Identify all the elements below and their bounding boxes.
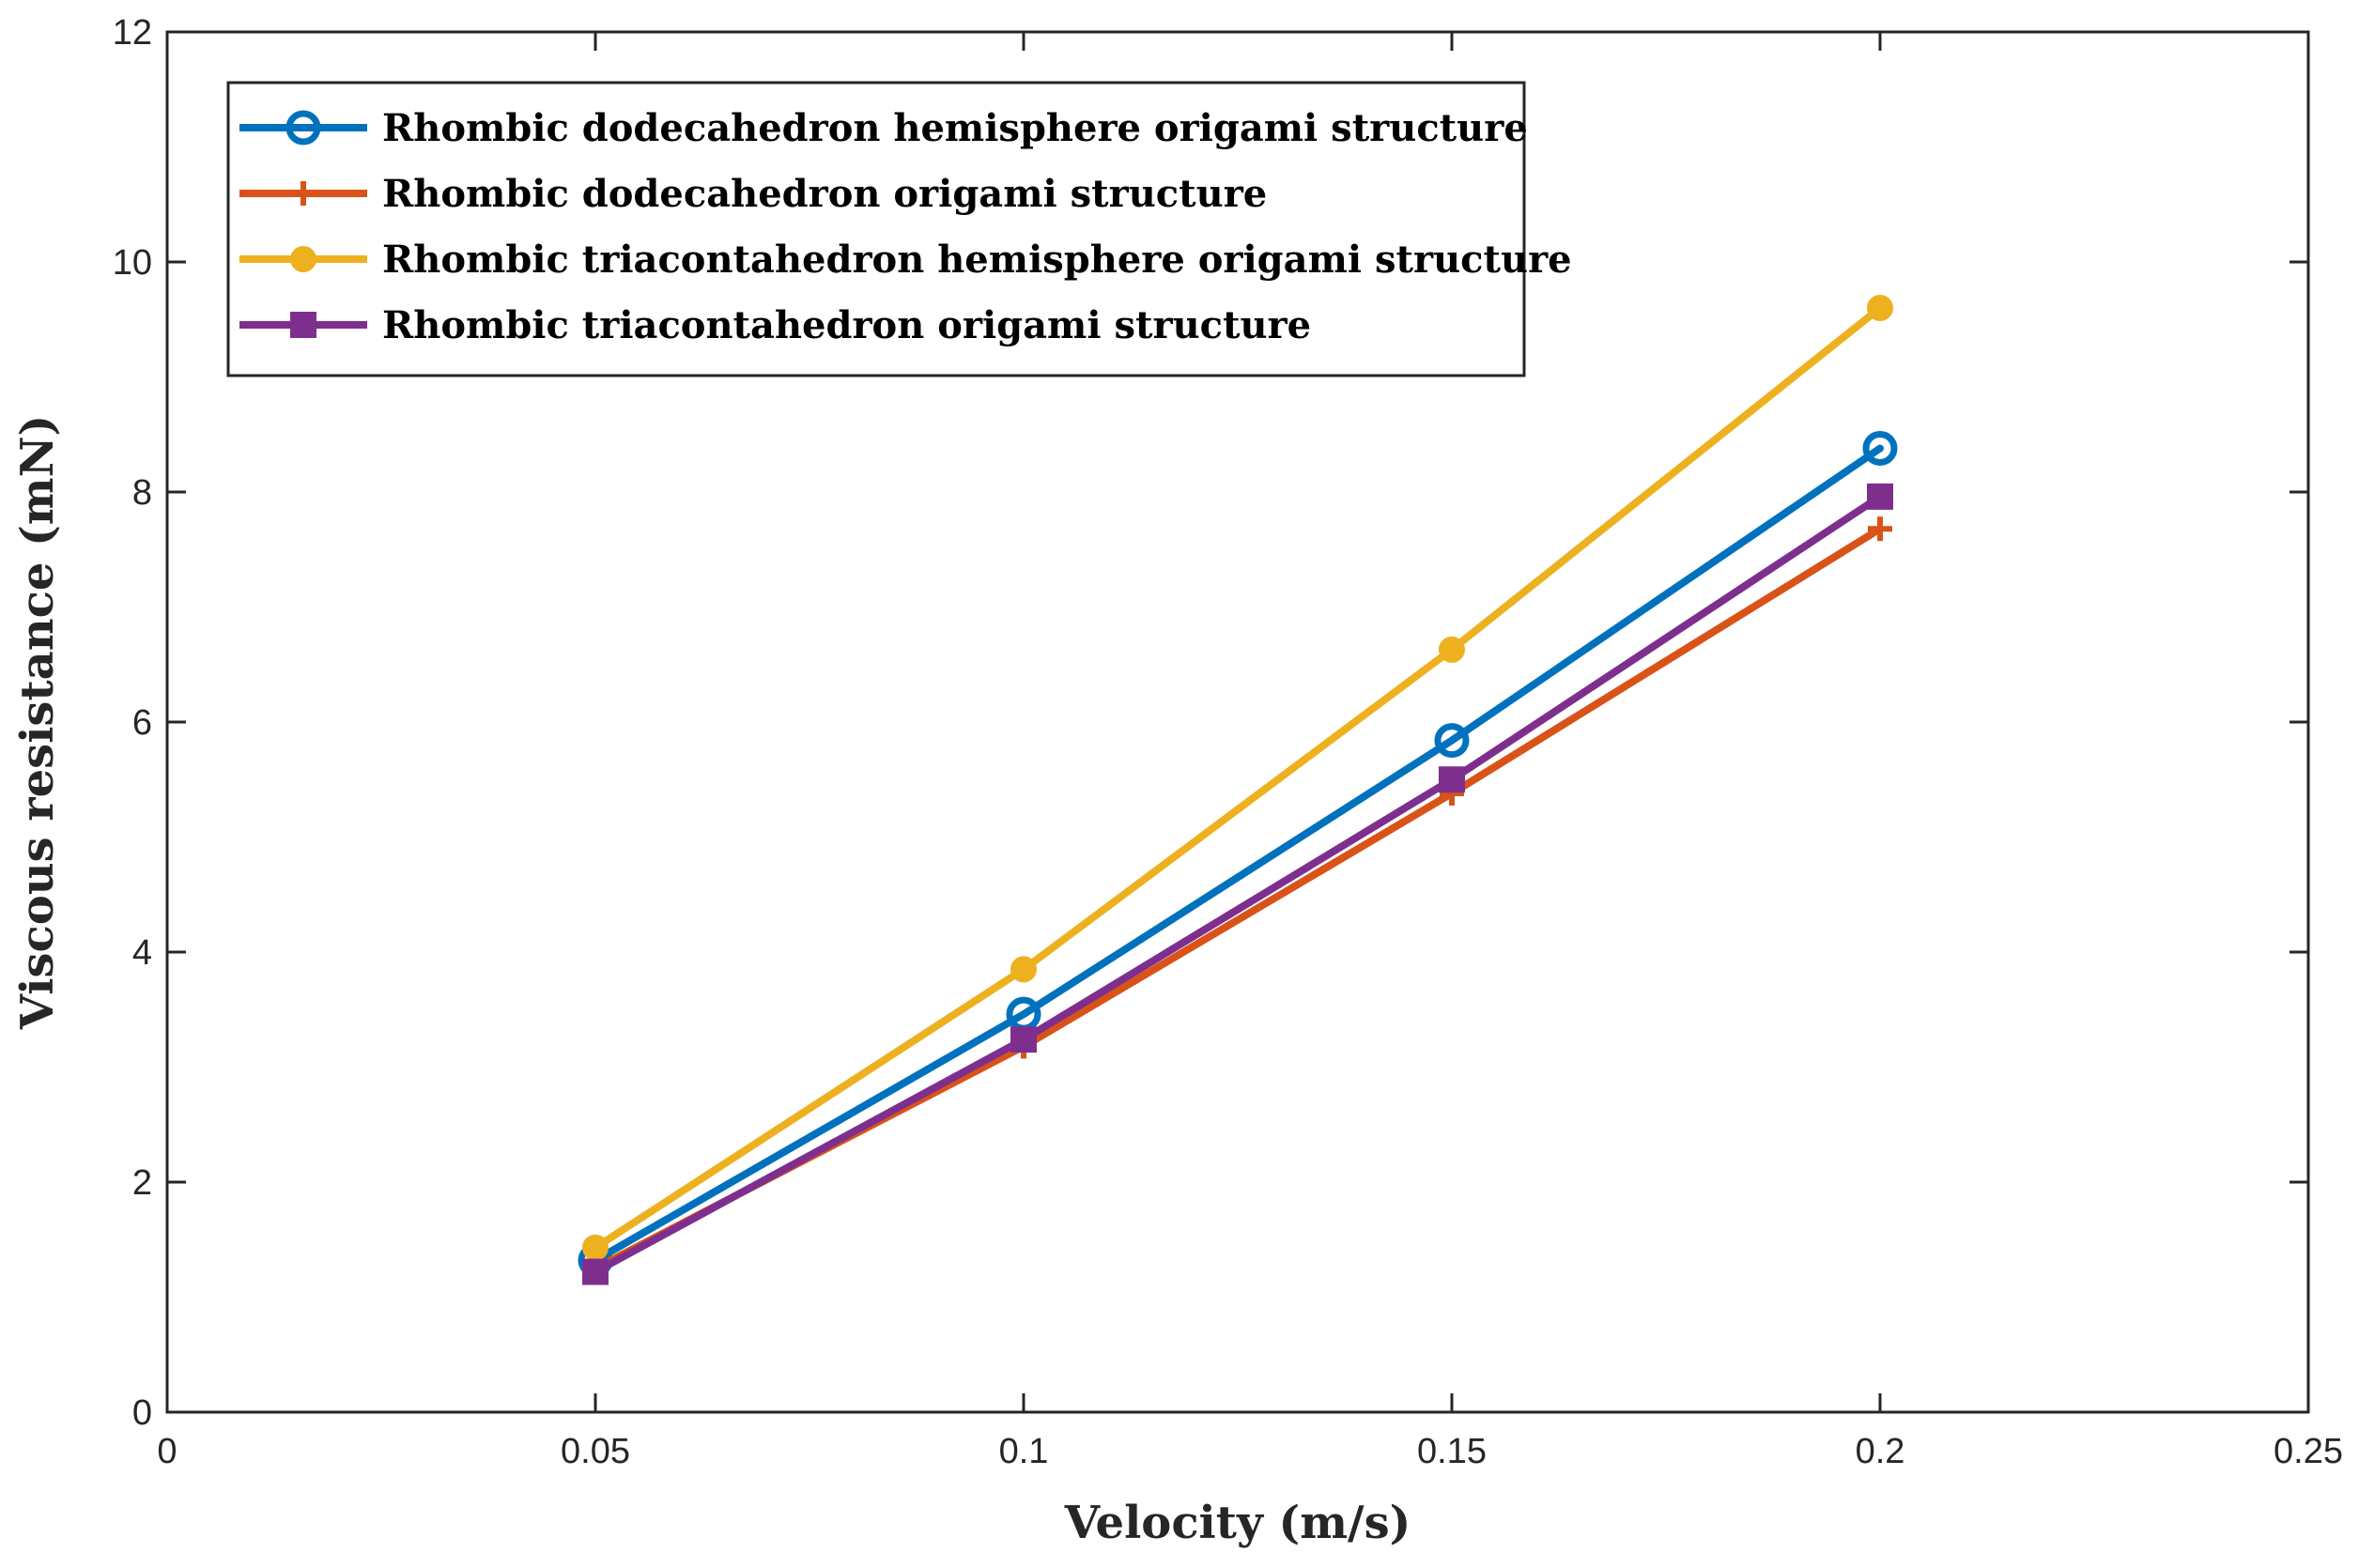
y-tick-label: 8 xyxy=(132,473,152,513)
series-4 xyxy=(582,483,1893,1285)
data-point xyxy=(1862,430,1898,466)
x-tick-label: 0.15 xyxy=(1417,1432,1487,1471)
x-tick-label: 0.1 xyxy=(999,1432,1049,1471)
series-layer xyxy=(578,295,1898,1285)
series-line xyxy=(592,492,1884,1276)
series-line xyxy=(592,444,1884,1265)
legend-label: Rhombic triacontahedron origami structur… xyxy=(382,303,1311,347)
y-tick-label: 6 xyxy=(132,703,152,743)
x-tick-label: 0.25 xyxy=(2274,1432,2343,1471)
y-tick-label: 10 xyxy=(113,243,152,283)
data-point xyxy=(1010,1026,1037,1053)
series-line xyxy=(592,304,1884,1252)
data-point xyxy=(1010,956,1037,983)
y-tick-label: 2 xyxy=(132,1163,152,1203)
y-tick-label: 0 xyxy=(132,1393,152,1433)
data-point xyxy=(1434,723,1470,759)
legend-label: Rhombic dodecahedron origami structure xyxy=(382,172,1267,216)
data-point xyxy=(290,246,316,272)
legend-label: Rhombic dodecahedron hemisphere origami … xyxy=(382,106,1528,150)
legend-item: Rhombic triacontahedron origami structur… xyxy=(239,303,1311,347)
data-point xyxy=(1439,766,1465,793)
data-point xyxy=(1868,516,1892,542)
legend-box xyxy=(226,81,1526,377)
axis-ticks: 0 0.05 0.1 0.15 0.2 0.25 0 2 4 6 8 10 12 xyxy=(113,13,2343,1471)
data-point xyxy=(1439,636,1465,663)
data-point xyxy=(1867,483,1893,510)
y-tick-label: 12 xyxy=(113,13,152,53)
data-point xyxy=(291,181,316,206)
legend: Rhombic dodecahedron hemisphere origami … xyxy=(226,81,1572,377)
legend-item: Rhombic dodecahedron hemisphere origami … xyxy=(239,106,1528,150)
data-point xyxy=(582,1234,609,1261)
data-point xyxy=(1867,295,1893,321)
x-axis-title: Velocity (m/s) xyxy=(1064,1497,1411,1549)
x-tick-label: 0.05 xyxy=(561,1432,630,1471)
y-tick-label: 4 xyxy=(132,933,152,973)
legend-label: Rhombic triacontahedron hemisphere origa… xyxy=(382,238,1572,282)
data-point xyxy=(285,110,321,146)
legend-item: Rhombic triacontahedron hemisphere origa… xyxy=(239,238,1572,282)
data-point xyxy=(582,1258,609,1285)
data-point xyxy=(290,312,316,338)
y-axis-title: Viscous resistance (mN) xyxy=(11,415,64,1030)
x-tick-label: 0.2 xyxy=(1856,1432,1905,1471)
legend-item: Rhombic dodecahedron origami structure xyxy=(239,172,1267,216)
x-tick-label: 0 xyxy=(157,1432,177,1471)
